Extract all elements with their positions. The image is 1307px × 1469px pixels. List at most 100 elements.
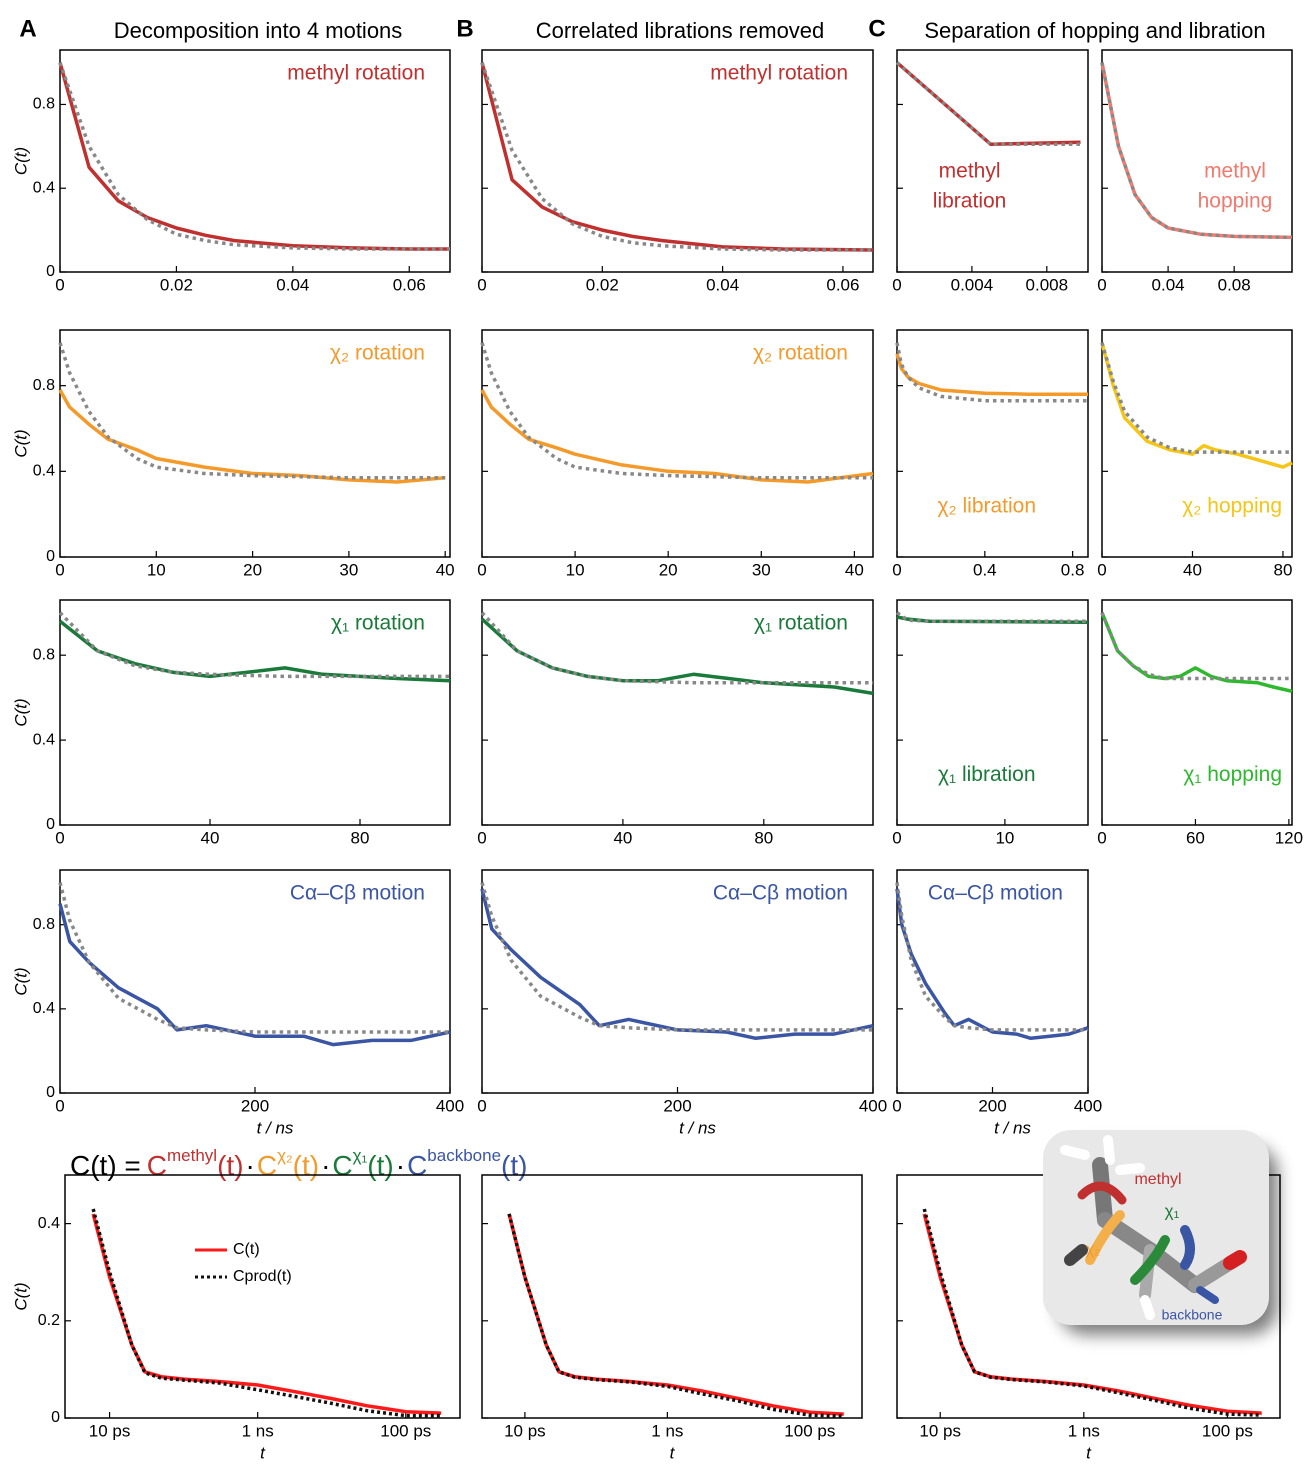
data-line: [922, 1213, 1262, 1415]
x-axis-label: t: [670, 1443, 676, 1462]
panel-annotation: libration: [933, 190, 1007, 213]
x-tick-label: 30: [752, 560, 771, 579]
x-tick-label: 80: [754, 828, 773, 847]
plot-frame: [481, 329, 874, 558]
panel-letter: C: [868, 15, 885, 42]
panel-annotation: χ₂ libration: [937, 495, 1036, 518]
chart: 0 0.02 0.04 0.06 0 0.4 0.8 C(t) methyl rotation: [11, 49, 451, 294]
equation-arg: (t): [367, 1150, 393, 1181]
panel-annotation: χ₁ libration: [938, 763, 1035, 786]
panel-annotation: Cα–Cβ motion: [713, 882, 848, 905]
fit-line: [896, 611, 1088, 623]
equation: C(t) = Cmethyl(t)·Cχ₂(t)·Cχ₁(t)·Cbackbone…: [70, 1146, 527, 1181]
y-tick-label: 0: [46, 548, 55, 565]
x-tick-label: 0.4: [973, 560, 997, 579]
plot-frame: [481, 1174, 863, 1419]
x-tick-label: 400: [859, 1096, 887, 1115]
data-line: [58, 903, 451, 1047]
x-axis-label: t: [260, 1443, 266, 1462]
chart: 0 60 120 χ₁ hopping: [1097, 599, 1303, 847]
equation-sup: backbone: [427, 1146, 501, 1165]
chart: 0 0.4 0.8 χ₂ libration: [892, 329, 1089, 579]
fit-line: [58, 62, 450, 251]
x-tick-label: 0: [892, 560, 901, 579]
chart: 0 200 400 0 0.4 0.8 C(t) t / ns Cα–Cβ motion: [11, 869, 464, 1137]
fit-line: [1100, 612, 1292, 681]
plot-frame: [59, 49, 451, 273]
x-tick-label: 0: [55, 828, 64, 847]
data-line: [58, 389, 446, 484]
x-tick-label: 0.8: [1061, 560, 1085, 579]
panel-annotation: χ₁ hopping: [1183, 763, 1282, 786]
fit-line: [895, 882, 1088, 1032]
equation-arg: (t): [501, 1150, 527, 1181]
plot-frame: [896, 599, 1089, 826]
x-tick-label: 200: [978, 1096, 1006, 1115]
panel-annotation: Cα–Cβ motion: [928, 882, 1063, 905]
fit-line: [480, 611, 873, 685]
inset-label: χ₂: [1086, 1241, 1101, 1258]
y-tick-label: 0: [51, 1409, 60, 1426]
x-tick-label: 0: [1097, 560, 1106, 579]
equation-arg: (t): [217, 1150, 243, 1181]
panel-annotation: methyl rotation: [287, 62, 425, 85]
y-axis-label: C(t): [11, 967, 30, 995]
y-tick-label: 0.4: [33, 463, 55, 480]
x-tick-label: 0.04: [1152, 275, 1185, 294]
data-line: [480, 62, 874, 252]
y-tick-label: 0.8: [33, 96, 55, 113]
x-tick-label: 0: [892, 828, 901, 847]
data-line: [1100, 612, 1293, 694]
x-tick-label: 120: [1275, 828, 1303, 847]
x-tick-label: 200: [663, 1096, 691, 1115]
y-axis-label: C(t): [11, 698, 30, 726]
y-tick-label: 0.8: [33, 916, 55, 933]
panel-annotation: χ₁ rotation: [331, 612, 425, 635]
x-tick-label: 40: [436, 560, 455, 579]
x-tick-label: 40: [845, 560, 864, 579]
panel-annotation: hopping: [1198, 190, 1273, 213]
data-line: [895, 353, 1088, 396]
x-tick-label: 40: [1183, 560, 1202, 579]
data-line: [895, 61, 1081, 146]
inset-label: backbone: [1162, 1307, 1223, 1323]
x-tick-label: 40: [201, 828, 220, 847]
panel-letter: A: [19, 15, 36, 42]
chart: 0 10 20 30 40 χ₂ rotation: [477, 329, 874, 579]
fit-line: [480, 62, 873, 252]
x-tick-label: 10 ps: [919, 1421, 961, 1440]
plot-frame: [1101, 599, 1293, 826]
panel-annotation: methyl rotation: [710, 62, 848, 85]
y-tick-label: 0.2: [38, 1312, 60, 1329]
x-tick-label: 0.06: [826, 275, 859, 294]
x-tick-label: 200: [241, 1096, 269, 1115]
y-tick-label: 0.4: [38, 1215, 60, 1232]
chart: 0 200 400 t / ns Cα–Cβ motion: [892, 869, 1102, 1137]
y-tick-label: 0.4: [33, 179, 55, 196]
panel-title: Separation of hopping and libration: [924, 18, 1265, 43]
y-tick-label: 0: [46, 263, 55, 280]
x-tick-label: 0: [1097, 275, 1106, 294]
x-tick-label: 0.04: [276, 275, 309, 294]
fit-line: [91, 1208, 442, 1418]
inset-label: χ₁: [1165, 1201, 1180, 1220]
x-tick-label: 10: [995, 828, 1014, 847]
y-axis-label: C(t): [11, 147, 30, 175]
x-tick-label: 60: [1186, 828, 1205, 847]
chart: 0 10 χ₁ libration: [892, 599, 1089, 847]
equation-base: C: [407, 1150, 427, 1181]
panel-title: Correlated librations removed: [536, 18, 825, 43]
x-tick-label: 0: [55, 1096, 64, 1115]
x-tick-label: 0.06: [393, 275, 426, 294]
x-tick-label: 0: [55, 560, 64, 579]
x-tick-label: 0.08: [1218, 275, 1251, 294]
panel-annotation: methyl: [939, 160, 1001, 183]
inset: [1043, 1130, 1278, 1335]
equation-arg: (t): [293, 1150, 319, 1181]
panel-annotation: Cα–Cβ motion: [290, 882, 425, 905]
y-tick-label: 0.4: [33, 731, 55, 748]
x-tick-label: 0.008: [1026, 275, 1069, 294]
panel-annotation: χ₂ hopping: [1182, 495, 1282, 518]
fit-line: [1100, 62, 1293, 240]
